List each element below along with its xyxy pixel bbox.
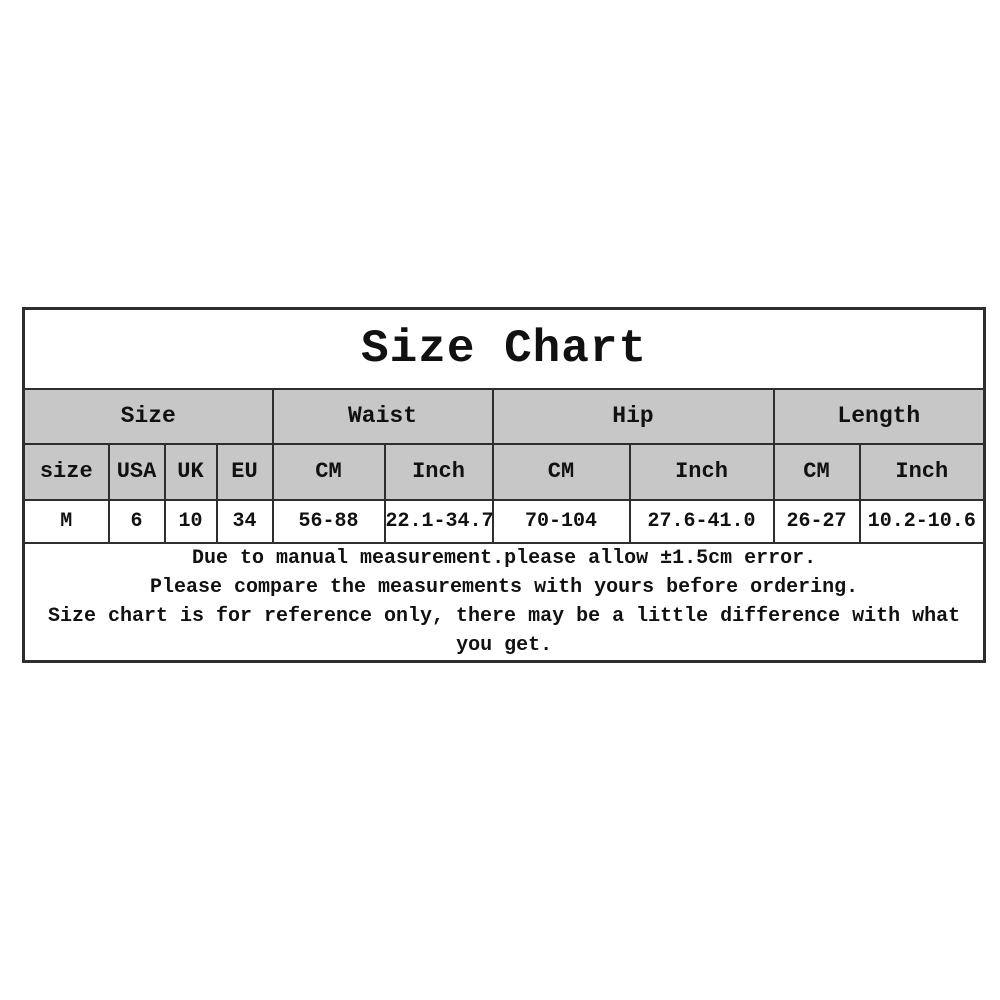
table-row-size-m: M 6 10 34 56-88 22.1-34.7 70-104 27.6-41… (22, 498, 986, 544)
column-group-header-row: Size Waist Hip Length (22, 387, 986, 445)
cell-eu: 34 (215, 498, 274, 544)
note-line-3: Size chart is for reference only, there … (47, 604, 961, 628)
group-header-hip: Hip (491, 387, 775, 445)
column-header-hip-inch: Inch (628, 442, 775, 501)
group-header-size: Size (22, 387, 274, 445)
notes-row: Due to manual measurement.please allow ±… (22, 541, 986, 662)
column-header-length-inch: Inch (858, 442, 986, 501)
column-header-size: size (22, 442, 110, 501)
size-chart-table: Size Chart Size Waist Hip Length size US… (22, 307, 987, 663)
column-header-usa: USA (107, 442, 166, 501)
cell-size: M (22, 498, 110, 544)
cell-usa: 6 (107, 498, 166, 544)
note-line-4: you get. (456, 633, 553, 657)
cell-waist-cm: 56-88 (271, 498, 386, 544)
cell-uk: 10 (163, 498, 218, 544)
column-header-eu: EU (215, 442, 274, 501)
group-header-waist: Waist (271, 387, 494, 445)
title-row: Size Chart (22, 307, 986, 390)
measurement-notes: Due to manual measurement.please allow ±… (22, 541, 986, 662)
column-header-row: size USA UK EU CM Inch CM Inch CM Inch (22, 442, 986, 501)
cell-length-inch: 10.2-10.6 (858, 498, 986, 544)
cell-hip-inch: 27.6-41.0 (628, 498, 775, 544)
column-header-length-cm: CM (772, 442, 861, 501)
cell-hip-cm: 70-104 (491, 498, 631, 544)
column-header-hip-cm: CM (491, 442, 631, 501)
note-line-2: Please compare the measurements with you… (150, 575, 859, 599)
group-header-length: Length (772, 387, 986, 445)
cell-waist-inch: 22.1-34.7 (383, 498, 494, 544)
note-line-1: Due to manual measurement.please allow ±… (192, 546, 817, 570)
cell-length-cm: 26-27 (772, 498, 861, 544)
page-title: Size Chart (22, 307, 986, 390)
column-header-waist-inch: Inch (383, 442, 494, 501)
column-header-waist-cm: CM (271, 442, 386, 501)
column-header-uk: UK (163, 442, 218, 501)
